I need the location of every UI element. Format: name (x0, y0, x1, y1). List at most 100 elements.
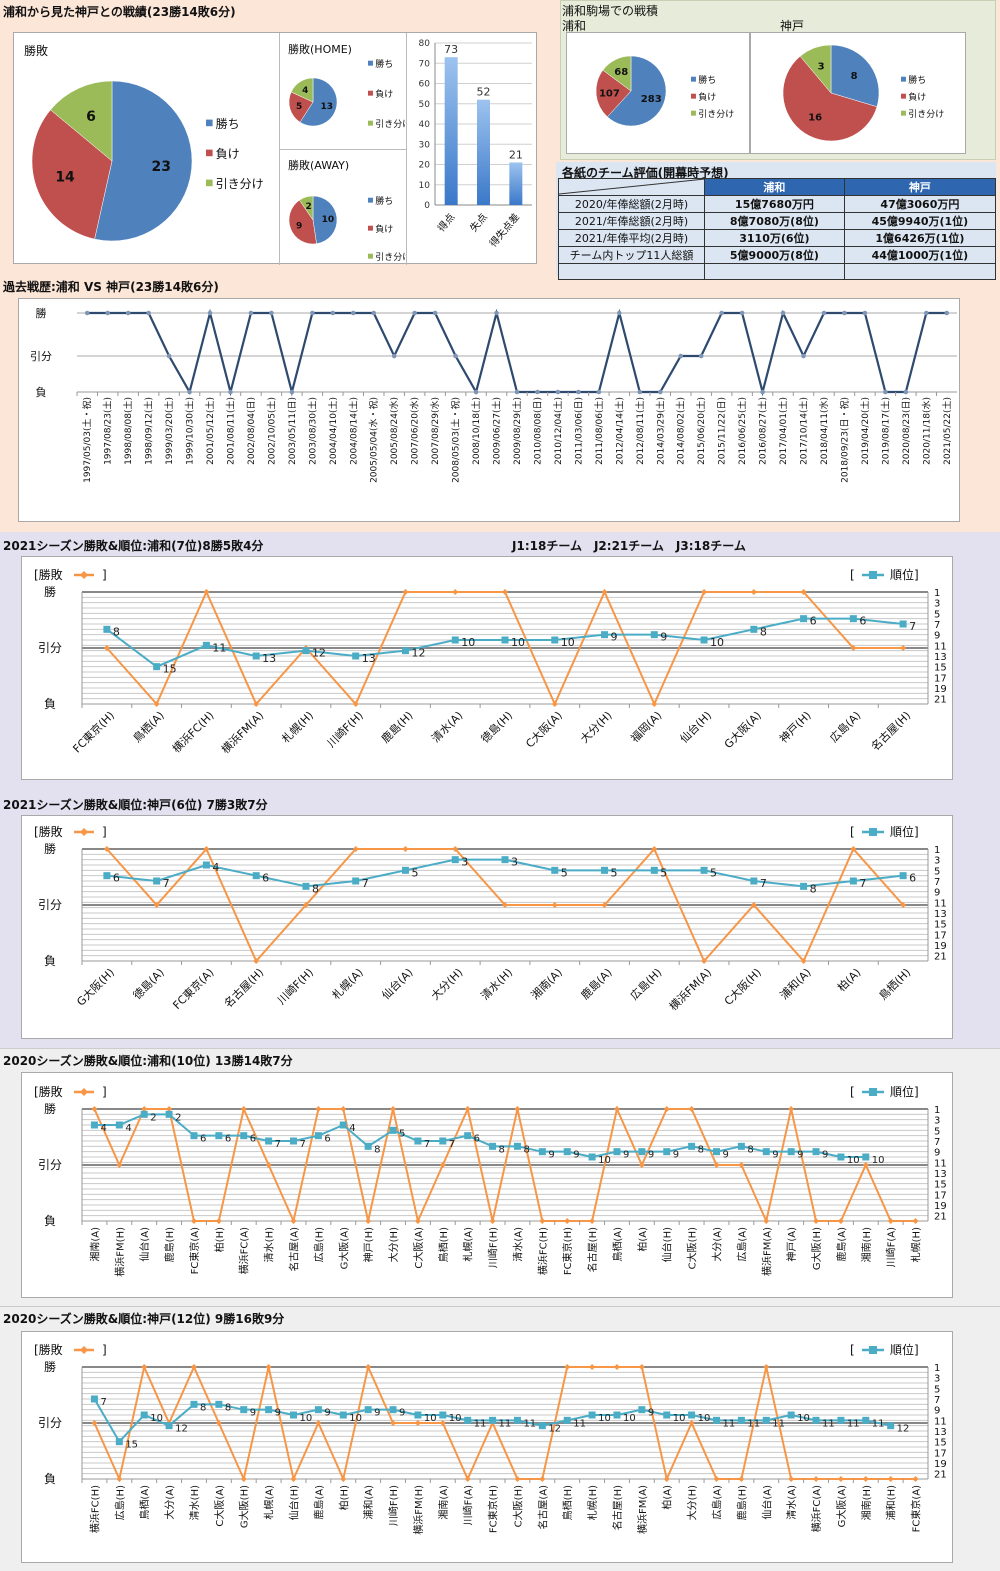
result-point (253, 958, 260, 964)
history-point (862, 310, 868, 316)
x-tick-label: 神戸(A) (785, 1227, 798, 1262)
pie-title: 勝敗(HOME) (288, 42, 352, 56)
history-point (924, 310, 929, 316)
rank-data-label: 10 (561, 636, 575, 649)
legend-rank-label: 順位] (890, 1342, 919, 1357)
x-tick-label: FC東京(A) (910, 1485, 923, 1532)
x-tick-label: 鳥栖(A) (611, 1227, 624, 1262)
x-tick-label: 2005/05/04(水・祝) (368, 397, 380, 483)
x-tick-label: 2014/03/29(土) (654, 397, 666, 465)
history-point (596, 389, 602, 395)
x-tick-label: 柏(A) (834, 965, 863, 994)
komaba-urawa-label: 浦和 (562, 19, 587, 33)
x-tick-label: 札幌(A) (462, 1227, 475, 1262)
legend-rank-marker (869, 571, 877, 579)
result-point (738, 1162, 745, 1168)
x-tick-label: G大阪(H) (810, 1227, 823, 1270)
x-tick-label: 広島(H) (113, 1485, 126, 1520)
x-tick-label: 2016/08/27(土) (757, 397, 769, 465)
x-tick-label: 湘南(A) (528, 965, 565, 1002)
x-tick-label: 1997/08/23(土) (102, 397, 114, 465)
rank-data-label: 6 (909, 872, 916, 885)
x-tick-label: G大阪(A) (721, 708, 764, 751)
x-tick-label: 2012/04/14(土) (613, 397, 625, 465)
result-point (638, 1162, 645, 1168)
x-tick-label: G大阪(H) (238, 1485, 251, 1528)
rank-point (90, 1395, 98, 1403)
pie-slice-draw (602, 55, 632, 92)
rank-series-line (94, 1113, 866, 1159)
result-point (215, 1420, 222, 1426)
history-point (555, 389, 561, 395)
result-point (116, 1476, 123, 1482)
legend-swatch-loss (368, 225, 373, 231)
pie-slice-draw (799, 44, 832, 94)
rank-point (352, 652, 360, 660)
x-tick-label: 鳥栖(A) (138, 1485, 151, 1520)
rank-point (339, 1121, 347, 1129)
table-row: 2020/年俸総額(2月時) 15億7680万円 47億3060万円 (558, 195, 997, 213)
komaba-kobe-box: 8 16 3 勝ち 負け 引き分け (750, 32, 966, 154)
legend-swatch-draw (206, 179, 213, 187)
result-point (837, 1476, 844, 1482)
rank-data-label: 10 (598, 1413, 611, 1424)
x-tick-label: 2004/04/10(土) (327, 397, 339, 465)
x-tick-label: 清水(A) (429, 709, 465, 745)
rank-data-label: 8 (113, 625, 120, 638)
rank-data-label: 9 (797, 1150, 803, 1161)
pie-slice-loss (288, 91, 314, 123)
x-tick-label: 鹿島(H) (163, 1227, 176, 1262)
rank-point (489, 1416, 497, 1424)
rank-data-label: 3 (511, 856, 518, 869)
x-tick-label: 大分(H) (577, 708, 614, 745)
x-tick-label: G大阪(A) (835, 1485, 848, 1527)
result-point (390, 1106, 397, 1112)
rank-data-label: 7 (859, 877, 866, 890)
rank-point (513, 1416, 521, 1424)
history-point (903, 389, 909, 395)
rank-point (837, 1416, 845, 1424)
y-axis-rank-label: 3 (934, 1374, 940, 1385)
pie-data-label: 13 (321, 102, 334, 112)
result-point (887, 1218, 894, 1224)
y-axis-result-label: 勝 (44, 1359, 56, 1374)
rank-data-label: 10 (623, 1413, 636, 1424)
rank-data-label: 7 (424, 1139, 430, 1150)
result-point (613, 1106, 620, 1112)
history-panel: 勝引分負 1997/05/03(土・祝) 1997/08/23(土) 1998/08/… (18, 298, 960, 522)
rank-data-label: 6 (250, 1134, 256, 1145)
rank-point (364, 1142, 372, 1150)
y-axis-rank-label: 19 (934, 684, 947, 695)
y-axis-result-label: 引分 (38, 1416, 62, 1430)
x-tick-label: 鳥栖(A) (130, 708, 167, 745)
legend-result-label: [勝敗 (34, 824, 63, 839)
rank-data-label: 4 (125, 1123, 131, 1134)
result-point (701, 958, 708, 964)
history-point (719, 310, 724, 316)
history-point (944, 310, 950, 316)
x-tick-label: 横浜FC(A) (810, 1485, 823, 1532)
rank-point (899, 872, 907, 880)
kobe-value: 44億1000万(1位) (843, 246, 997, 264)
rank-data-label: 11 (822, 1418, 835, 1429)
rank-point (563, 1416, 571, 1424)
result-point (788, 1106, 795, 1112)
result-point (166, 1106, 173, 1112)
x-tick-label: 2012/08/11(土) (634, 397, 646, 465)
pie-data-label: 2 (305, 202, 311, 212)
rank-point (103, 625, 111, 633)
urawa-value: 3110万(6位) (704, 229, 845, 247)
x-tick-label: 2009/06/27(土) (491, 397, 503, 465)
result-point (638, 1364, 645, 1370)
x-tick-label: 福岡(A) (628, 708, 665, 745)
legend-label-draw: 引き分け (216, 177, 264, 191)
history-point (842, 310, 847, 316)
rank-data-label: 13 (362, 652, 376, 665)
rank-point (613, 1411, 621, 1419)
result-point (153, 701, 160, 707)
rank-data-label: 12 (897, 1424, 910, 1435)
result-point (141, 1364, 148, 1370)
result-point (713, 1476, 720, 1482)
